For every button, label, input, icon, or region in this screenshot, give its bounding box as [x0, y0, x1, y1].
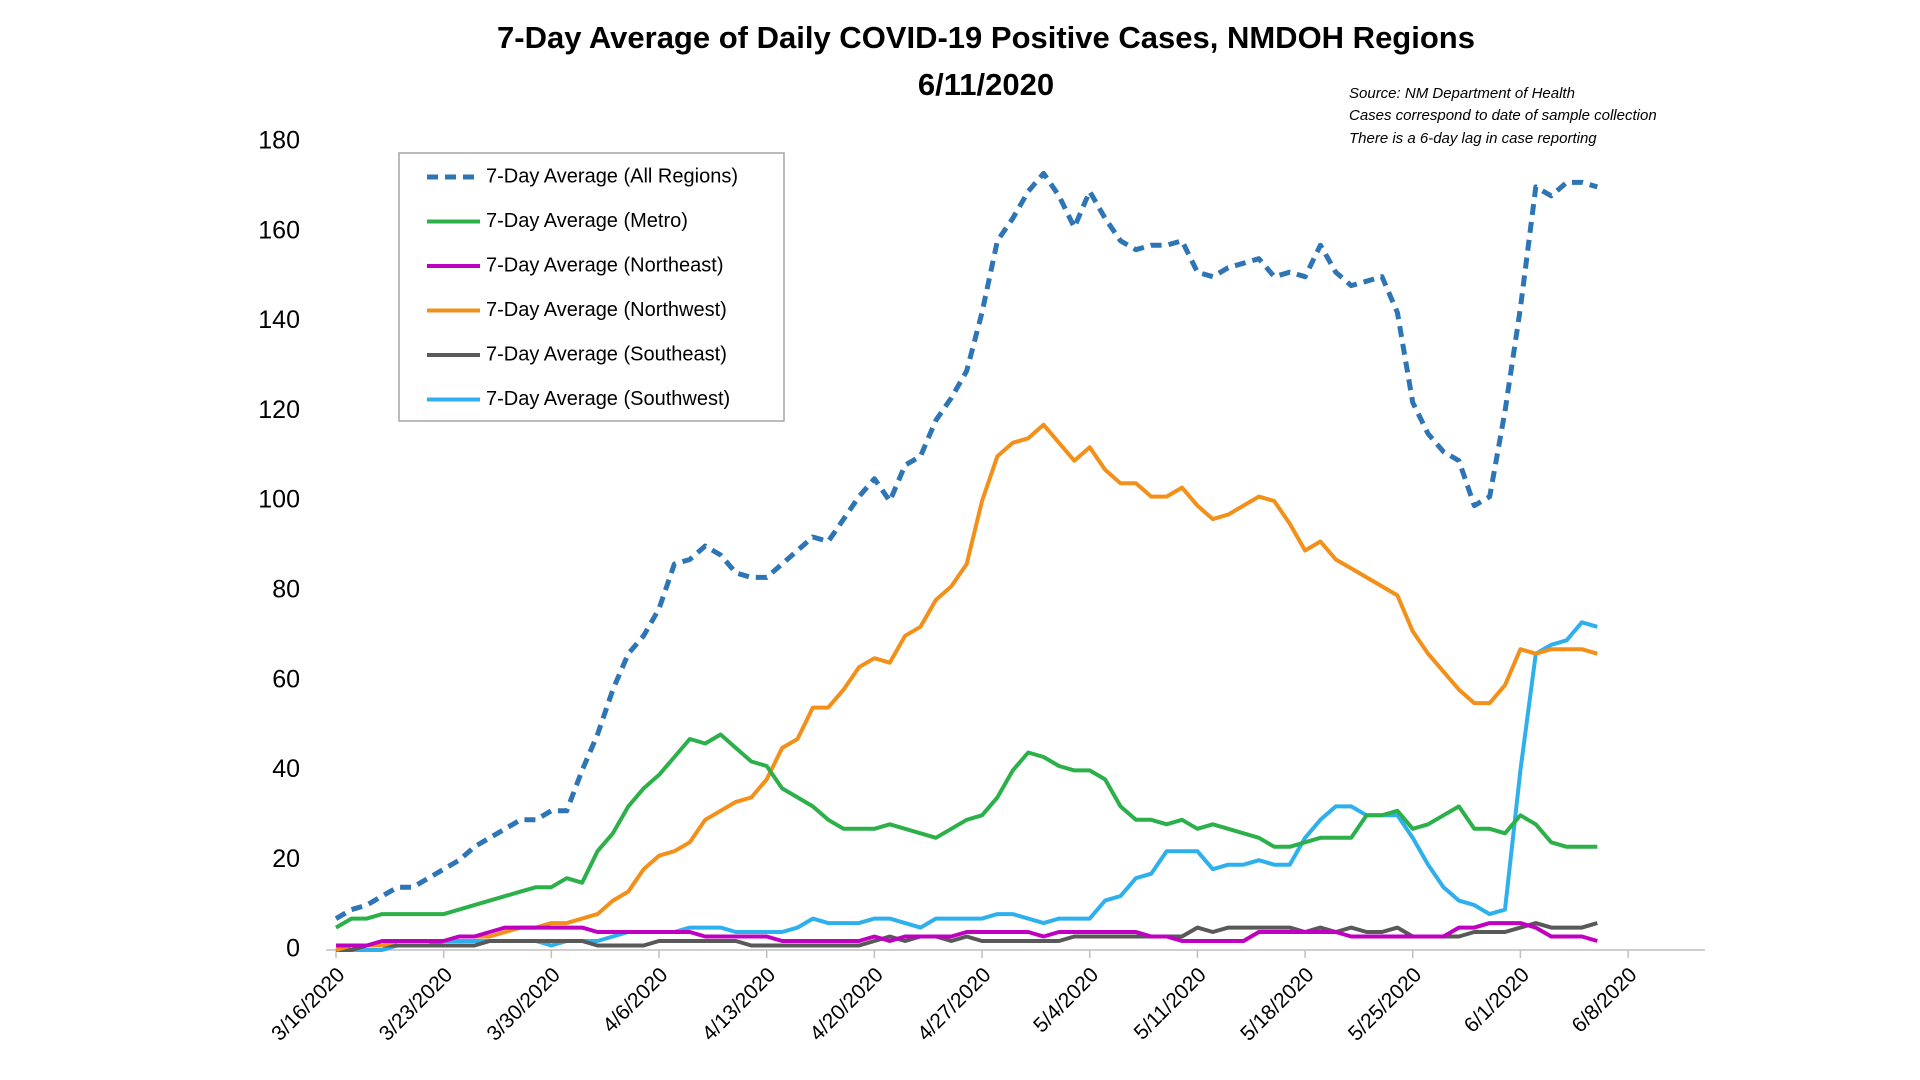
series-line [336, 921, 1598, 952]
series-line [336, 921, 1598, 948]
y-tick-label: 140 [258, 306, 300, 334]
y-tick-label: 120 [258, 396, 300, 424]
x-tick-label: 4/20/2020 [805, 963, 887, 1045]
legend-label: 7-Day Average (All Regions) [486, 165, 738, 187]
legend-box [398, 152, 785, 422]
y-tick-label: 160 [258, 216, 300, 244]
x-tick-label: 4/27/2020 [913, 963, 995, 1045]
y-tick-label: 180 [258, 127, 300, 155]
series-line [335, 422, 1598, 952]
series-line [336, 620, 1598, 952]
chart-subtitle: 6/11/2020 [918, 67, 1054, 102]
legend-label: 7-Day Average (Northeast) [486, 254, 724, 276]
legend-label: 7-Day Average (Southwest) [486, 388, 730, 410]
source-note: Cases correspond to date of sample colle… [1349, 107, 1657, 124]
y-tick-label: 40 [272, 755, 300, 783]
source-note: Source: NM Department of Health [1349, 85, 1575, 102]
x-tick-label: 3/16/2020 [267, 963, 349, 1045]
x-tick-label: 5/18/2020 [1236, 963, 1318, 1045]
x-tick-label: 4/13/2020 [698, 963, 780, 1045]
y-tick-label: 0 [286, 935, 300, 963]
x-tick-label: 6/8/2020 [1567, 963, 1641, 1037]
x-tick-label: 5/11/2020 [1130, 963, 1211, 1044]
chart-title: 7-Day Average of Daily COVID-19 Positive… [497, 20, 1475, 55]
y-tick-label: 100 [258, 486, 300, 514]
legend-label: 7-Day Average (Metro) [486, 210, 688, 232]
legend-label: 7-Day Average (Southeast) [486, 343, 727, 365]
legend-label: 7-Day Average (Northwest) [486, 299, 727, 321]
x-tick-label: 6/1/2020 [1460, 963, 1534, 1037]
y-tick-label: 60 [272, 665, 300, 693]
x-tick-label: 3/23/2020 [375, 963, 457, 1045]
x-tick-label: 4/6/2020 [598, 963, 672, 1037]
x-tick-label: 5/4/2020 [1029, 963, 1103, 1037]
y-tick-label: 20 [272, 845, 300, 873]
x-tick-label: 3/30/2020 [482, 963, 564, 1045]
series-line [334, 732, 1598, 930]
y-tick-label: 80 [272, 575, 300, 603]
legend: 7-Day Average (All Regions) 7-Day Average… [398, 152, 785, 422]
x-tick-label: 5/25/2020 [1344, 963, 1426, 1045]
series-line [334, 170, 1599, 921]
source-note: There is a 6-day lag in case reporting [1349, 130, 1597, 147]
